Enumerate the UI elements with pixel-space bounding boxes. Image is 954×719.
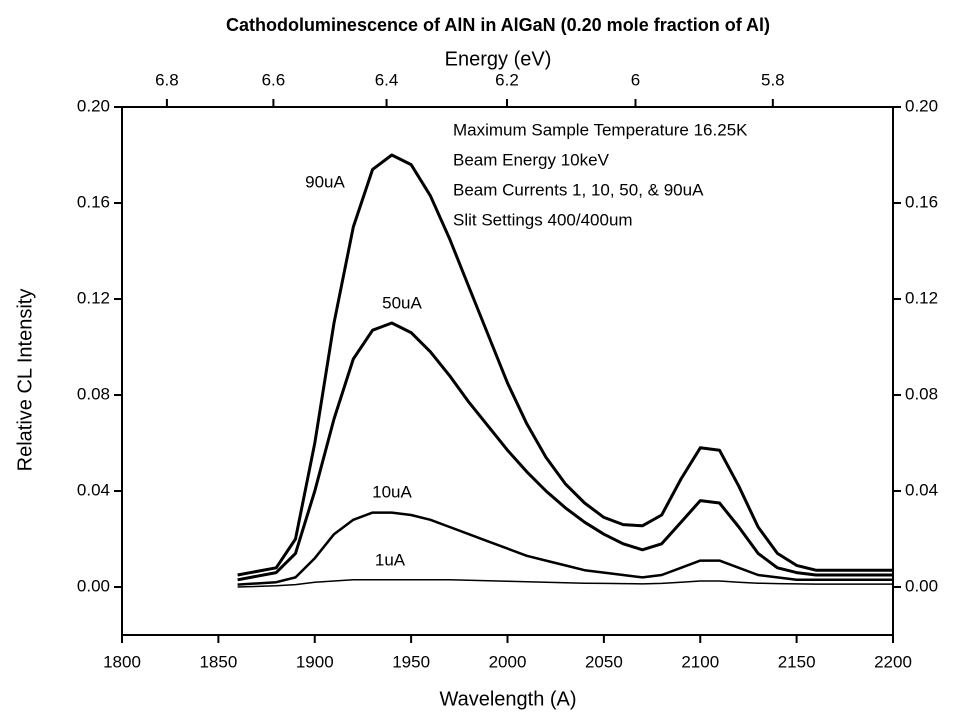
x-tick-label: 2200: [874, 652, 912, 671]
y-tick-label: 0.16: [77, 192, 110, 211]
y-tick-label: 0.08: [77, 384, 110, 403]
x2-tick-label: 6: [631, 70, 640, 89]
series-label: 10uA: [372, 482, 412, 501]
x-tick-label: 2000: [489, 652, 527, 671]
x-tick-label: 2150: [778, 652, 816, 671]
series-label: 90uA: [305, 172, 345, 191]
x-axis-label: Wavelength (A): [439, 688, 576, 710]
y-tick-label: 0.00: [77, 576, 110, 595]
x2-tick-label: 6.8: [155, 70, 179, 89]
series-line: [237, 579, 893, 588]
x2-tick-label: 6.4: [375, 70, 399, 89]
y2-tick-label: 0.04: [905, 480, 938, 499]
x2-tick-label: 6.2: [495, 70, 519, 89]
series-label: 1uA: [375, 550, 406, 569]
annotation: Slit Settings 400/400um: [453, 210, 633, 229]
series-line: [237, 321, 893, 582]
chart-title: Cathodoluminescence of AlN in AlGaN (0.2…: [226, 15, 770, 35]
y2-tick-label: 0.08: [905, 384, 938, 403]
x2-tick-label: 5.8: [761, 70, 785, 89]
y-tick-label: 0.20: [77, 96, 110, 115]
annotation: Beam Energy 10keV: [453, 150, 610, 169]
y2-tick-label: 0.20: [905, 96, 938, 115]
series-line: [237, 153, 893, 577]
series-label: 50uA: [382, 293, 422, 312]
y2-tick-label: 0.16: [905, 192, 938, 211]
y2-tick-label: 0.12: [905, 288, 938, 307]
x-tick-label: 2100: [681, 652, 719, 671]
y2-tick-label: 0.00: [905, 576, 938, 595]
y-axis-label: Relative CL Intensity: [14, 289, 36, 472]
annotation: Maximum Sample Temperature 16.25K: [453, 120, 748, 139]
x-tick-label: 1900: [296, 652, 334, 671]
x2-tick-label: 6.6: [262, 70, 286, 89]
y-tick-label: 0.04: [77, 480, 110, 499]
y-tick-label: 0.12: [77, 288, 110, 307]
x-tick-label: 1850: [199, 652, 237, 671]
annotation: Beam Currents 1, 10, 50, & 90uA: [453, 180, 704, 199]
x2-axis-label: Energy (eV): [445, 48, 552, 70]
x-tick-label: 1950: [392, 652, 430, 671]
series-line: [237, 511, 893, 586]
x-tick-label: 2050: [585, 652, 623, 671]
x-tick-label: 1800: [103, 652, 141, 671]
